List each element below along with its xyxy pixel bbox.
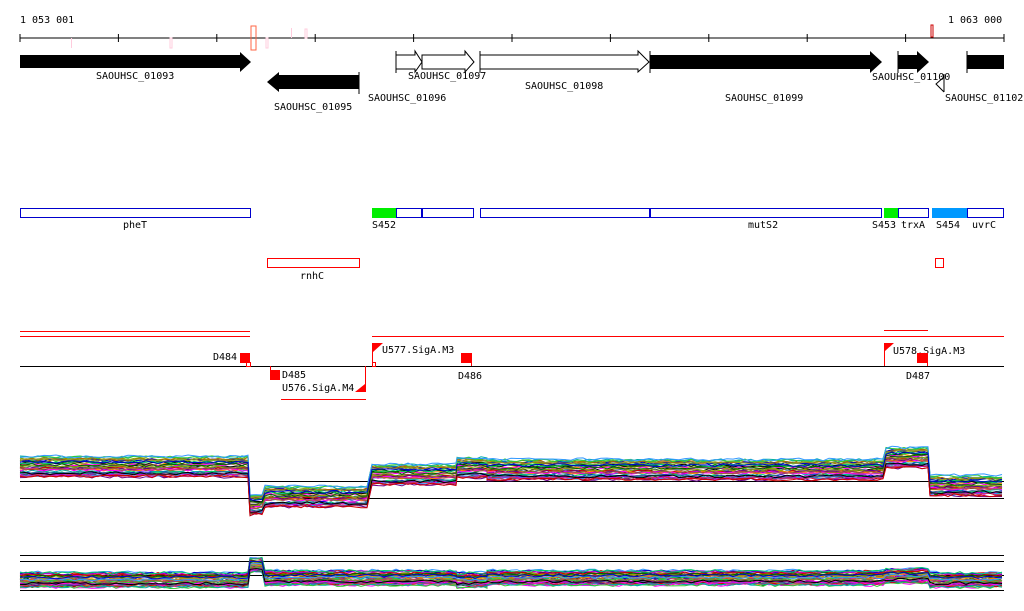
svg-text:SAOUHSC_01102: SAOUHSC_01102 — [945, 93, 1023, 104]
svg-text:D485: D485 — [282, 370, 306, 381]
expression-profile-line — [20, 456, 1003, 507]
svg-text:pheT: pheT — [123, 220, 147, 231]
svg-text:SAOUHSC_01099: SAOUHSC_01099 — [725, 93, 803, 104]
svg-text:SAOUHSC_01095: SAOUHSC_01095 — [274, 102, 352, 113]
expression-profile-line — [19, 568, 1003, 589]
expression-profile-line — [19, 451, 1003, 501]
feature-D487[interactable]: D487 — [906, 353, 930, 382]
coordinate-ruler[interactable] — [19, 34, 1005, 42]
expression-profile-line — [19, 446, 1002, 497]
svg-text:SAOUHSC_01098: SAOUHSC_01098 — [525, 81, 603, 92]
gene-SAOUHSC_01095[interactable]: SAOUHSC_01095 — [267, 72, 360, 113]
ruler-markers — [71, 24, 934, 51]
expression-track-1[interactable] — [19, 445, 1004, 517]
operon-S453-trxA[interactable]: S453 trxA — [872, 208, 929, 231]
svg-text:SAOUHSC_01093: SAOUHSC_01093 — [96, 71, 174, 82]
svg-text:D486: D486 — [458, 371, 482, 382]
operon-mutS2[interactable]: mutS2 — [480, 208, 882, 231]
feature-D485[interactable]: D485 — [270, 366, 306, 381]
operon-rnhC[interactable]: rnhC — [267, 258, 360, 283]
operon-S454-uvrC[interactable]: S454 uvrC — [932, 208, 1004, 231]
svg-text:U577.SigA.M3: U577.SigA.M3 — [382, 345, 454, 356]
feature-D484[interactable]: D484 — [213, 352, 251, 367]
expression-profile-line — [19, 568, 1003, 586]
svg-text:rnhC: rnhC — [300, 271, 324, 282]
feature-U578-SigA-M3[interactable]: U578.SigA.M3 — [884, 343, 966, 366]
svg-text:S453: S453 — [872, 220, 896, 231]
operon-S452[interactable]: S452 — [372, 208, 474, 231]
gene-SAOUHSC_01098[interactable]: SAOUHSC_01098 — [479, 49, 650, 92]
expression-profile-line — [19, 563, 1003, 582]
svg-text:SAOUHSC_01100: SAOUHSC_01100 — [872, 72, 950, 83]
feature-D486[interactable]: D486 — [458, 353, 482, 382]
feature-U577-SigA-M3[interactable]: U577.SigA.M3 — [372, 343, 455, 367]
expression-profile-line — [19, 556, 1003, 576]
svg-text:SAOUHSC_01096: SAOUHSC_01096 — [368, 93, 446, 104]
expression-profile-line — [19, 462, 1003, 513]
svg-text:S454: S454 — [936, 220, 960, 231]
svg-text:D484: D484 — [213, 352, 237, 363]
expression-profile-line — [19, 453, 1003, 504]
transcript-lines — [20, 330, 1004, 400]
svg-text:SAOUHSC_01097: SAOUHSC_01097 — [408, 71, 486, 82]
svg-text:mutS2: mutS2 — [748, 220, 778, 231]
svg-text:U578.SigA.M3: U578.SigA.M3 — [893, 346, 965, 357]
gene-SAOUHSC_01093[interactable]: SAOUHSC_01093 — [20, 52, 251, 82]
svg-text:trxA: trxA — [901, 220, 925, 231]
small-feature-box[interactable] — [935, 258, 944, 268]
ruler-start-label: 1 053 001 — [20, 15, 74, 26]
svg-text:U576.SigA.M4: U576.SigA.M4 — [282, 383, 354, 394]
expression-profile-line — [19, 458, 1003, 510]
ruler-end-label: 1 063 000 — [948, 15, 1002, 26]
svg-text:S452: S452 — [372, 220, 396, 231]
expression-profile-line — [19, 560, 1003, 580]
feature-U576-SigA-M4[interactable]: U576.SigA.M4 — [282, 366, 366, 394]
svg-text:D487: D487 — [906, 371, 930, 382]
operon-pheT[interactable]: pheT — [20, 208, 251, 232]
expression-profile-line — [19, 562, 1003, 580]
gene-SAOUHSC_01102[interactable]: SAOUHSC_01102 — [935, 51, 1023, 104]
gene-SAOUHSC_01096[interactable]: SAOUHSC_01096 — [368, 49, 446, 104]
gene-SAOUHSC_01097[interactable]: SAOUHSC_01097 — [408, 49, 486, 82]
expression-track-2[interactable] — [19, 555, 1004, 591]
svg-text:uvrC: uvrC — [972, 220, 996, 231]
gene-SAOUHSC_01100[interactable]: SAOUHSC_01100 — [872, 51, 950, 83]
gene-SAOUHSC_01099[interactable]: SAOUHSC_01099 — [649, 51, 882, 104]
expression-profile-line — [19, 445, 1003, 496]
expression-profile-line — [19, 466, 1003, 517]
expression-profile-line — [19, 462, 1003, 512]
